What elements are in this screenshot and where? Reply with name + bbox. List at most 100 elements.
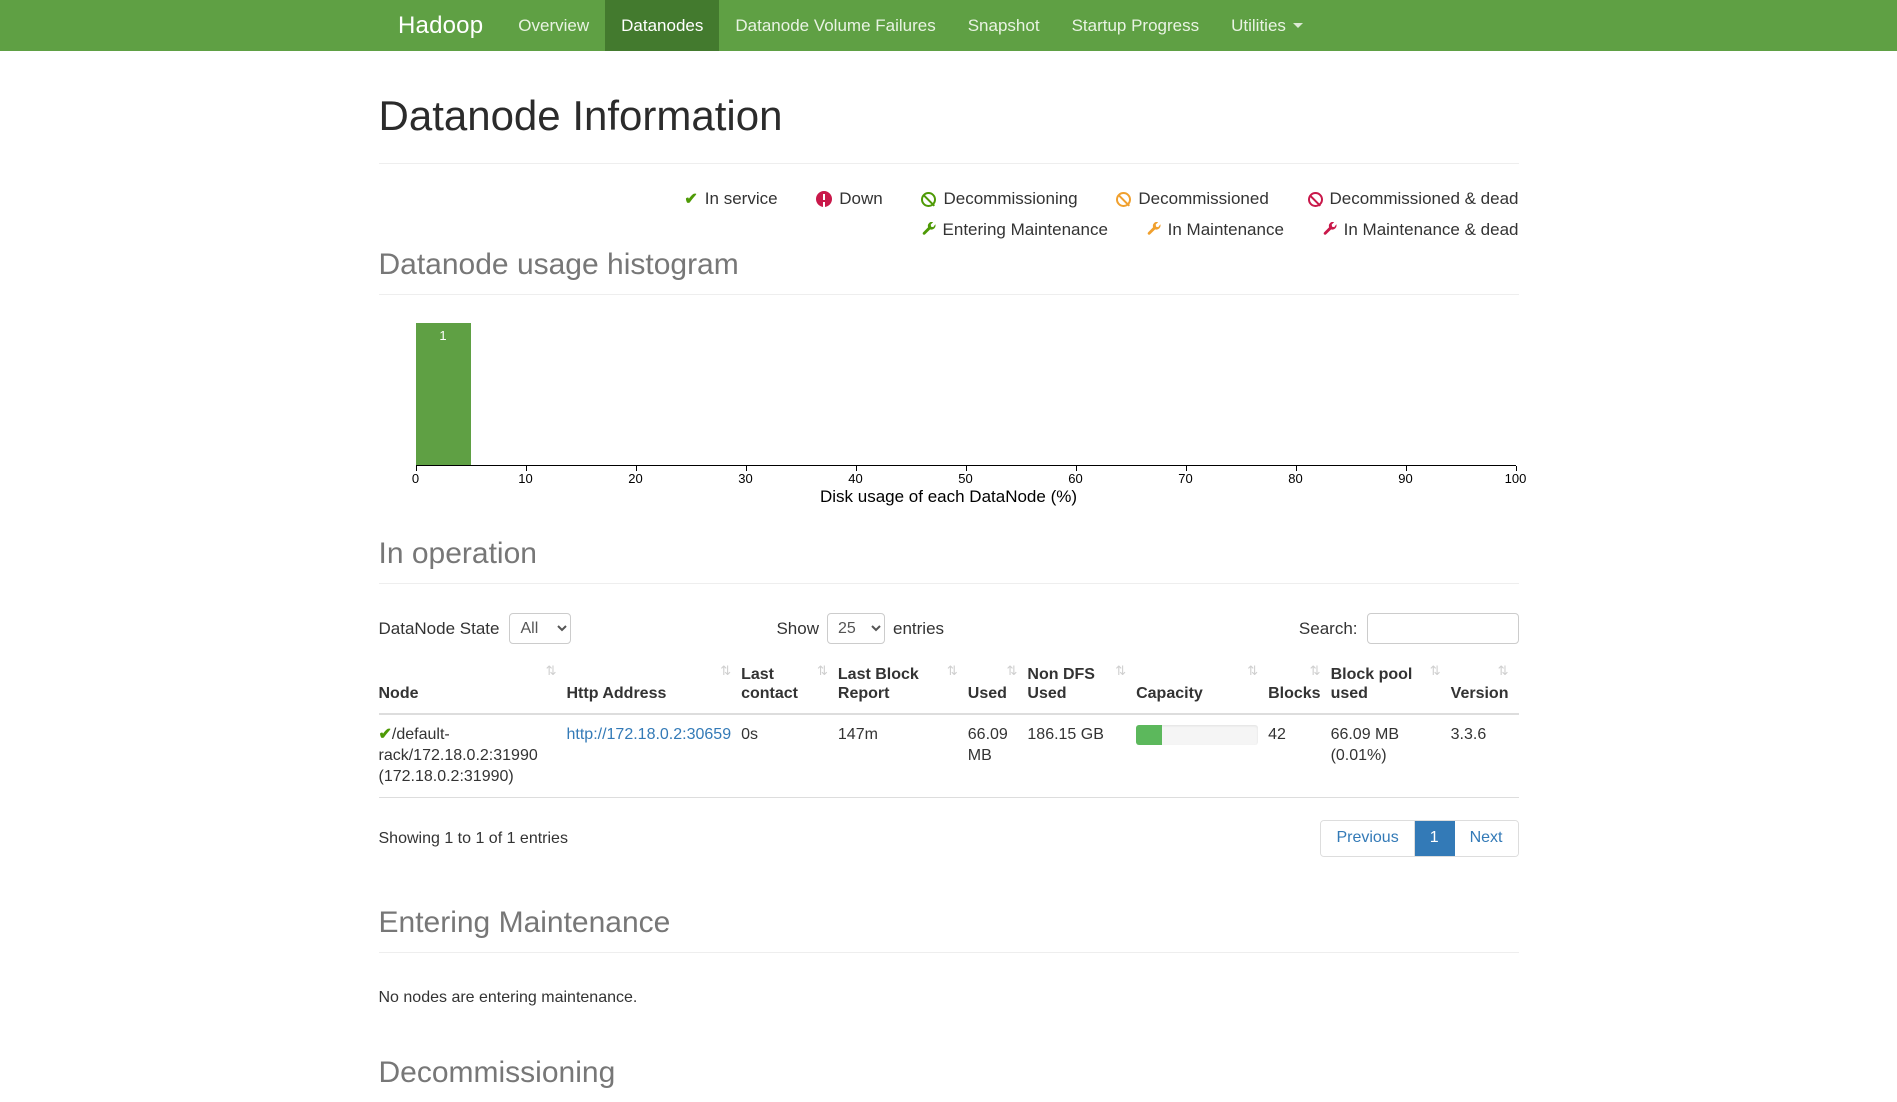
showing-entries-info: Showing 1 to 1 of 1 entries: [378, 829, 568, 847]
table-controls: DataNode State AllIn ServiceDownDecommis…: [378, 584, 1519, 645]
legend-decommissioning: Decommissioning: [921, 184, 1078, 214]
axis-tick: [855, 466, 857, 472]
circle-slash-icon: [1116, 192, 1132, 208]
th-blocks[interactable]: Blocks ⇅: [1268, 658, 1331, 715]
legend-down: Down: [816, 184, 883, 214]
datanode-state-select[interactable]: AllIn ServiceDownDecommissioningDecommis…: [509, 613, 572, 645]
nav-label-startup-progress: Startup Progress: [1071, 15, 1200, 35]
th-label-last-block-report: Last Block Report: [837, 666, 919, 703]
axis-tick-label: 90: [1398, 471, 1413, 487]
th-label-blocks: Blocks: [1268, 685, 1321, 703]
th-last-block-report[interactable]: Last Block Report ⇅: [837, 658, 968, 715]
check-icon: ✔: [378, 725, 392, 743]
show-label: Show: [776, 618, 819, 638]
legend-label-decommissioning: Decommissioning: [943, 189, 1078, 209]
th-label-capacity: Capacity: [1136, 685, 1203, 703]
search-label: Search:: [1298, 618, 1358, 638]
pagination: Previous 1 Next: [1320, 820, 1519, 858]
page-container: Datanode Information ✔ In service Down De…: [378, 51, 1526, 1102]
pagination-previous[interactable]: Previous: [1321, 821, 1415, 857]
title-divider: [378, 163, 1519, 165]
axis-tick-label: 0: [411, 471, 420, 487]
axis-tick: [1075, 466, 1077, 472]
th-last-contact[interactable]: Last contact ⇅: [741, 658, 838, 715]
nav-label-datanode-volume-failures: Datanode Volume Failures: [735, 15, 936, 35]
nav-item-datanode-volume-failures[interactable]: Datanode Volume Failures: [719, 0, 951, 51]
legend-label-entering-maintenance: Entering Maintenance: [942, 220, 1108, 240]
sort-icon: ⇅: [1006, 663, 1018, 679]
cell-version: 3.3.6: [1450, 713, 1519, 799]
th-node[interactable]: Node ⇅: [378, 658, 567, 715]
legend-label-decommissioned-dead: Decommissioned & dead: [1329, 189, 1519, 209]
datanodes-table-body: ✔/default-rack/172.18.0.2:31990 (172.18.…: [378, 713, 1519, 799]
th-capacity[interactable]: Capacity ⇅: [1136, 658, 1269, 715]
legend-in-service: ✔ In service: [684, 184, 777, 215]
sort-icon: ⇅: [816, 663, 828, 679]
histogram-canvas: 1 0 10 20 30 40 50 60 70 80 90 100 Disk usage of eac…: [379, 313, 1526, 528]
histogram-x-axis: [415, 465, 1516, 467]
axis-tick: [635, 466, 637, 472]
axis-tick: [1515, 466, 1517, 472]
histogram-heading: Datanode usage histogram: [378, 247, 1519, 296]
datanode-state-label: DataNode State: [378, 618, 500, 638]
page-length-select[interactable]: 2550100: [827, 613, 885, 645]
top-navbar: Hadoop Overview Datanodes Datanode Volum…: [0, 0, 1897, 51]
cell-node-text: /default-rack/172.18.0.2:31990 (172.18.0…: [378, 725, 538, 785]
page-title: Datanode Information: [378, 92, 783, 139]
sort-icon: ⇅: [1309, 663, 1321, 679]
exclamation-circle-icon: [816, 191, 833, 208]
entries-label: entries: [893, 618, 945, 638]
legend-label-in-maintenance: In Maintenance: [1167, 220, 1284, 240]
axis-tick-label: 20: [628, 471, 643, 487]
nav-item-utilities[interactable]: Utilities: [1215, 0, 1319, 51]
axis-tick-label: 100: [1504, 471, 1527, 487]
legend-label-in-service: In service: [704, 189, 778, 209]
legend-row-1: ✔ In service Down Decommissioning Decommi…: [379, 184, 1519, 215]
th-used[interactable]: Used ⇅: [967, 658, 1028, 715]
th-block-pool-used[interactable]: Block pool used ⇅: [1330, 658, 1451, 715]
axis-tick: [1405, 466, 1407, 472]
axis-tick-label: 80: [1288, 471, 1303, 487]
axis-tick: [415, 466, 417, 472]
nav-item-snapshot[interactable]: Snapshot: [952, 0, 1056, 51]
th-non-dfs-used[interactable]: Non DFS Used ⇅: [1027, 658, 1137, 715]
nav-item-overview[interactable]: Overview: [502, 0, 605, 51]
pagination-page-1[interactable]: 1: [1414, 821, 1455, 857]
entering-maintenance-empty-message: No nodes are entering maintenance.: [378, 989, 638, 1007]
axis-tick: [525, 466, 527, 472]
cell-last-contact: 0s: [741, 713, 838, 799]
datanode-http-link[interactable]: http://172.18.0.2:30659: [566, 725, 732, 743]
wrench-icon: [1147, 217, 1162, 247]
axis-tick-label: 50: [958, 471, 973, 487]
datanode-usage-histogram: 1 0 10 20 30 40 50 60 70 80 90 100 Disk usage of eac…: [379, 313, 1526, 528]
legend-label-decommissioned: Decommissioned: [1138, 189, 1269, 209]
th-version[interactable]: Version ⇅: [1450, 658, 1519, 715]
histogram-x-axis-label: Disk usage of each DataNode (%): [819, 487, 1078, 507]
th-label-node: Node: [378, 685, 419, 703]
th-label-http-address: Http Address: [566, 685, 667, 703]
cell-http-address: http://172.18.0.2:30659: [566, 713, 742, 799]
nav-label-overview: Overview: [518, 15, 590, 35]
axis-tick-label: 60: [1068, 471, 1083, 487]
pagination-next[interactable]: Next: [1454, 821, 1518, 857]
search-input[interactable]: [1366, 613, 1519, 645]
legend-entering-maintenance: Entering Maintenance: [922, 215, 1108, 247]
wrench-icon: [1323, 217, 1338, 247]
capacity-progress-fill: [1136, 724, 1162, 745]
legend-row-2: Entering Maintenance In Maintenance In M…: [379, 215, 1519, 247]
th-http-address[interactable]: Http Address ⇅: [566, 658, 742, 715]
legend-decommissioned: Decommissioned: [1116, 184, 1269, 214]
search-control: Search:: [1298, 613, 1519, 645]
brand-hadoop[interactable]: Hadoop: [398, 11, 484, 39]
nav-item-startup-progress[interactable]: Startup Progress: [1056, 0, 1216, 51]
nav-item-datanodes[interactable]: Datanodes: [605, 0, 720, 51]
th-label-version: Version: [1450, 685, 1509, 703]
axis-tick-label: 40: [848, 471, 863, 487]
nav-label-snapshot: Snapshot: [967, 15, 1040, 35]
axis-tick: [1295, 466, 1297, 472]
status-legend: ✔ In service Down Decommissioning Decommi…: [379, 164, 1519, 247]
in-operation-heading: In operation: [378, 536, 1519, 585]
legend-decommissioned-dead: Decommissioned & dead: [1307, 184, 1519, 214]
table-footer: Showing 1 to 1 of 1 entries Previous 1 N…: [378, 798, 1519, 858]
cell-blocks: 42: [1268, 713, 1331, 799]
